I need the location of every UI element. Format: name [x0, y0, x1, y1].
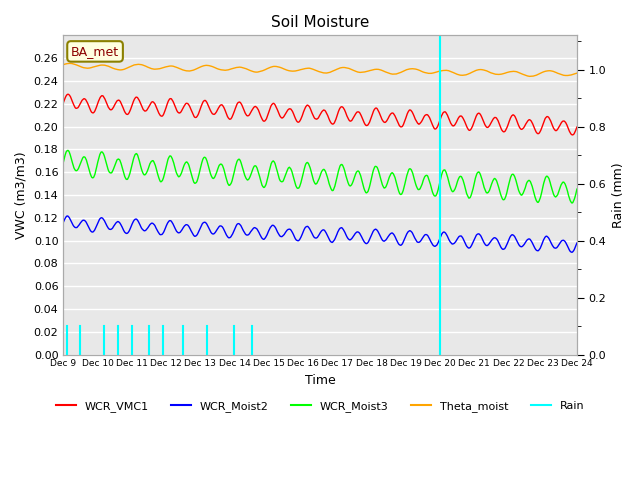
X-axis label: Time: Time [305, 374, 335, 387]
Text: BA_met: BA_met [71, 45, 119, 58]
Legend: WCR_VMC1, WCR_Moist2, WCR_Moist3, Theta_moist, Rain: WCR_VMC1, WCR_Moist2, WCR_Moist3, Theta_… [52, 396, 589, 416]
Title: Soil Moisture: Soil Moisture [271, 15, 369, 30]
Y-axis label: Rain (mm): Rain (mm) [612, 162, 625, 228]
Y-axis label: VWC (m3/m3): VWC (m3/m3) [15, 151, 28, 239]
